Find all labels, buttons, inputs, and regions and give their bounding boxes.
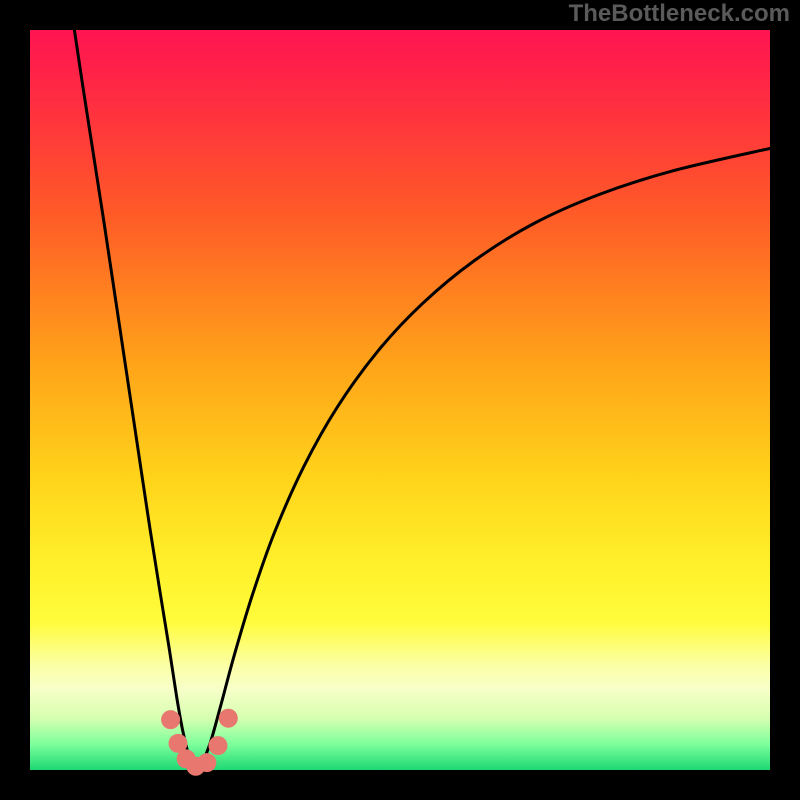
optimal-marker bbox=[219, 709, 238, 728]
watermark-text: TheBottleneck.com bbox=[569, 0, 790, 28]
chart-canvas bbox=[0, 0, 800, 800]
root: TheBottleneck.com bbox=[0, 0, 800, 800]
optimal-marker bbox=[208, 736, 227, 755]
optimal-marker bbox=[197, 753, 216, 772]
optimal-marker bbox=[161, 710, 180, 729]
plot-background bbox=[30, 30, 770, 770]
